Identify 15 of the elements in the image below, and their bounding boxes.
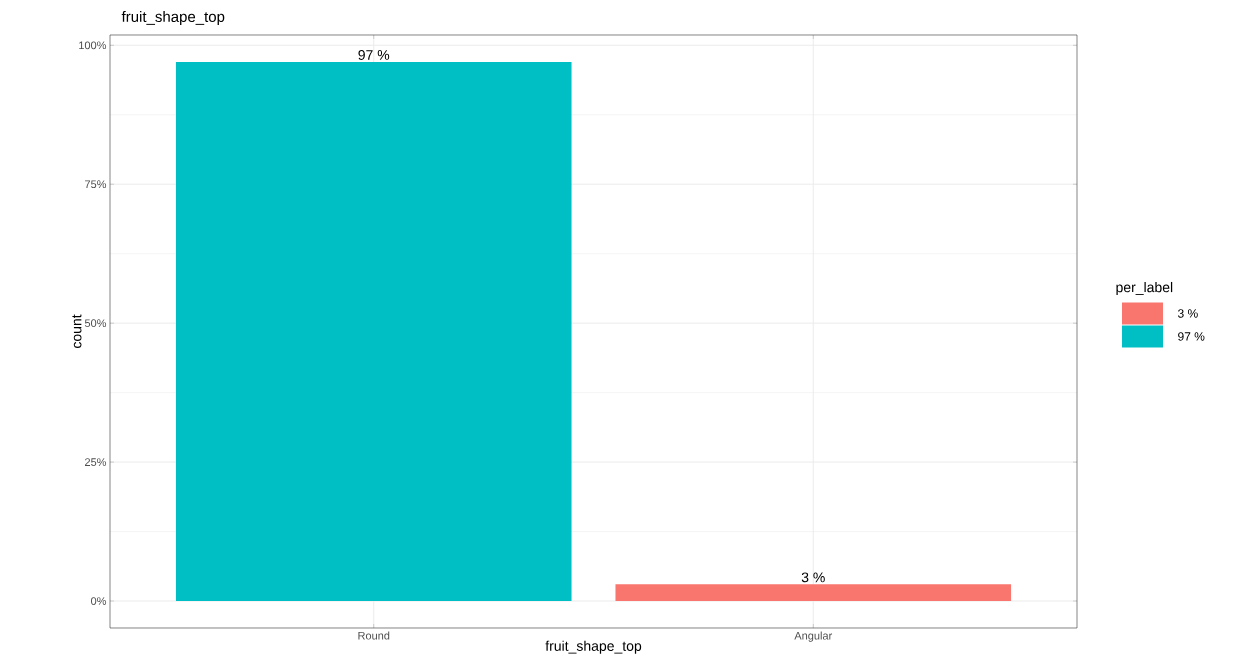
legend-title: per_label	[1116, 281, 1173, 296]
x-tick-label: Angular	[794, 631, 833, 642]
legend-label: 3 %	[1177, 309, 1198, 318]
y-tick-label: 0%	[91, 597, 107, 605]
data-label: 97 %	[358, 49, 390, 60]
data-label: 3 %	[801, 572, 825, 583]
legend-label: 97 %	[1178, 332, 1205, 341]
chart-title: fruit_shape_top	[121, 11, 225, 25]
y-tick-label: 25%	[85, 458, 107, 466]
x-axis-title: fruit_shape_top	[545, 640, 642, 654]
y-tick-label: 75%	[85, 180, 107, 189]
y-tick-label: 100%	[79, 41, 107, 50]
x-tick-label: Round	[358, 631, 390, 640]
y-axis-title: count	[72, 314, 82, 349]
y-tick-label: 50%	[84, 319, 107, 328]
